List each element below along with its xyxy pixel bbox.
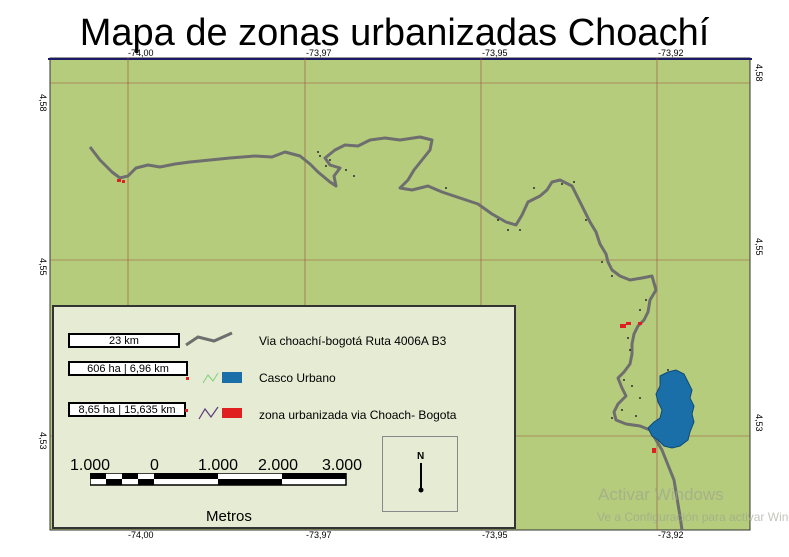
scale-label-1: 1.000 (70, 457, 111, 474)
urbanized-stat-marker (185, 409, 188, 412)
top-tick-3: -73,95 (482, 48, 508, 58)
bottom-tick-2: -73,97 (306, 530, 332, 540)
buildings-dots (317, 151, 669, 419)
top-tick-2: -73,97 (306, 48, 332, 58)
right-tick-1: 4,58 (754, 64, 764, 82)
urbanized-stat-box: 8,65 ha | 15,635 km (68, 402, 186, 417)
road-legend-label: Via choachí-bogotá Ruta 4006A B3 (259, 334, 447, 348)
bottom-tick-1: -74,00 (128, 530, 154, 540)
right-tick-2: 4,55 (754, 238, 764, 256)
north-arrow-icon (418, 463, 424, 493)
top-tick-1: -74,00 (128, 48, 154, 58)
urban-swatch (222, 372, 242, 383)
scale-label-4: 2.000 (258, 457, 299, 474)
urbanized-swatch (222, 408, 242, 418)
urbanized-legend-label: zona urbanizada via Choach- Bogota (259, 408, 457, 422)
north-label: N (417, 451, 425, 462)
scale-unit: Metros (206, 508, 252, 525)
top-tick-4: -73,92 (658, 48, 684, 58)
urban-legend-label: Casco Urbano (259, 371, 336, 385)
urban-line-icon (202, 372, 219, 384)
left-tick-1: 4,58 (38, 94, 48, 112)
scale-label-3: 1.000 (198, 457, 239, 474)
bottom-tick-4: -73,92 (658, 530, 684, 540)
road-via-choachi-bogota (88, 135, 684, 531)
watermark-subtitle: Ve a Configuración para activar Windows (597, 510, 789, 524)
scale-bar (90, 473, 347, 486)
road-stat-box: 23 km (68, 333, 180, 348)
left-tick-3: 4,53 (38, 432, 48, 450)
road-line-icon (185, 331, 233, 347)
left-tick-2: 4,55 (38, 258, 48, 276)
scale-label-2: 0 (150, 457, 159, 474)
map-title: Mapa de zonas urbanizadas Choachí (79, 12, 710, 54)
north-arrow-box: N (382, 436, 458, 512)
watermark-title: Activar Windows (598, 485, 724, 504)
bottom-tick-3: -73,95 (482, 530, 508, 540)
casco-urbano-area (647, 369, 695, 449)
legend-panel: 23 km Via choachí-bogotá Ruta 4006A B3 6… (52, 305, 516, 529)
urban-stat-marker (186, 377, 189, 380)
scale-label-5: 3.000 (322, 457, 363, 474)
urbanized-line-icon (198, 406, 219, 420)
zona-urbanizada-areas (117, 179, 656, 453)
right-tick-3: 4,53 (754, 414, 764, 432)
urban-stat-box: 606 ha | 6,96 km (68, 361, 188, 376)
